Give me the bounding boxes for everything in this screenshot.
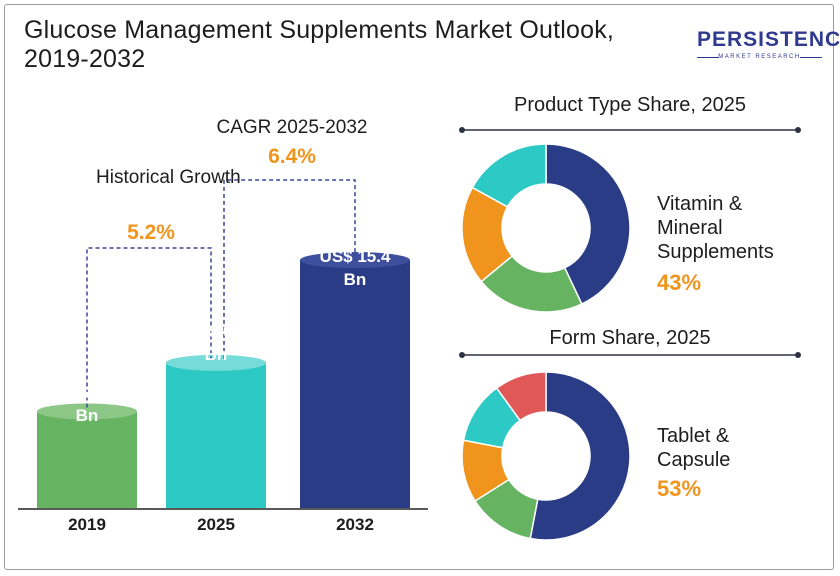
bar-label-2019: US$ 7.3 Bn	[56, 383, 118, 425]
bar-top-2025	[166, 354, 266, 371]
page-title: Glucose Management Supplements Market Ou…	[24, 16, 615, 73]
form-share-title: Form Share, 2025	[549, 327, 711, 349]
product-type-highlight-value: 43%	[657, 270, 702, 295]
historical-growth-value: 5.2%	[127, 221, 175, 244]
logo-rule-right	[800, 57, 822, 58]
product-type-divider-dot-left	[459, 127, 465, 133]
form-highlight-value: 53%	[657, 476, 702, 501]
form-donut-slice-4	[495, 371, 547, 422]
persistence-logo: PERSISTENCE MARKET RESEARCH	[697, 28, 840, 66]
tick-label-2032: 2032	[336, 515, 374, 534]
bar-top-2032	[300, 252, 410, 269]
bar-top-2019	[37, 403, 137, 420]
tick-label-2019: 2019	[68, 515, 106, 534]
historical-growth-connector	[86, 247, 212, 408]
bar-label-2032: US$ 15.4 Bn	[319, 247, 391, 289]
form-donut-slice-0	[529, 371, 631, 541]
form-share-divider-dot-left	[459, 352, 465, 358]
product-type-divider-dot-right	[795, 127, 801, 133]
bar-2032	[300, 260, 410, 508]
historical-growth-label: Historical Growth	[96, 167, 241, 188]
logo-word: PERSISTENCE	[697, 28, 840, 51]
bar-2019	[37, 411, 137, 508]
tick-label-2025: 2025	[197, 515, 235, 534]
logo-rule-left	[697, 57, 719, 58]
bar-label-2025: US$ 9.9 Bn	[185, 322, 247, 364]
product-type-highlight-label: Vitamin & Mineral Supplements	[657, 193, 774, 263]
logo-subtitle: MARKET RESEARCH	[718, 54, 801, 60]
infographic-frame	[4, 4, 834, 570]
product-type-donut-slice-3	[471, 143, 547, 208]
form-share-divider-dot-right	[795, 352, 801, 358]
product-type-donut-slice-0	[545, 143, 631, 306]
bar-2025	[166, 362, 266, 508]
cagr-label: CAGR 2025-2032	[216, 117, 368, 138]
cagr-value: 6.4%	[268, 145, 316, 168]
form-highlight-label: Tablet & Capsule	[657, 425, 731, 471]
product-type-title: Product Type Share, 2025	[513, 94, 746, 116]
